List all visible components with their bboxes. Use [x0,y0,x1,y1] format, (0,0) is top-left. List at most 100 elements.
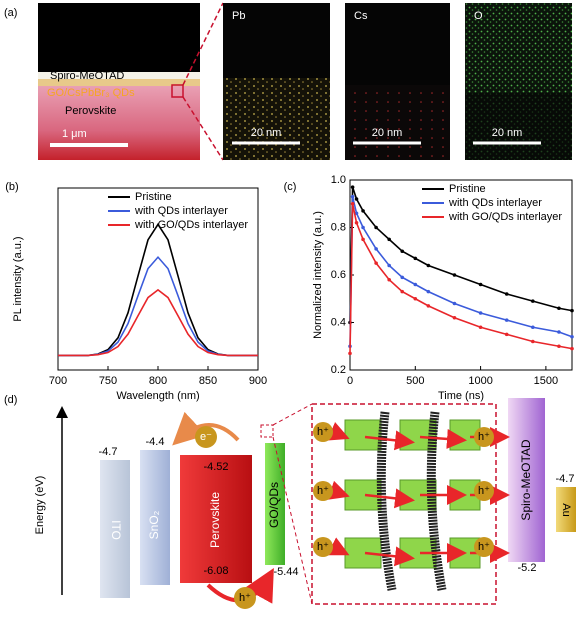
element-label: Pb [232,10,245,22]
data-point [348,351,352,356]
data-point [557,344,561,349]
legend-label: with QDs interlayer [134,205,228,217]
data-point [452,315,457,320]
data-point [354,197,359,201]
series-line [58,255,258,357]
layer-name: Au [560,503,572,516]
scale-bar-label: 20 nm [251,127,282,139]
data-point [557,330,561,334]
y-tick-label: 0.8 [331,221,346,233]
layer-name: ITO [109,520,123,540]
x-tick-label: 1500 [534,375,558,387]
element-label: O [474,10,483,22]
element-label: Cs [354,10,368,22]
layer-name: Spiro-MeOTAD [519,439,533,520]
energy-level: -4.4 [146,436,165,448]
data-point [387,237,391,242]
data-point [478,311,483,315]
data-point [570,334,574,339]
hole-label: h⁺ [478,485,490,497]
data-point [387,277,391,282]
legend-label: with GO/QDs interlayer [448,211,562,223]
layer-name: Perovskite [208,492,222,548]
energy-level: -5.2 [518,562,537,574]
energy-level: -5.44 [273,566,298,578]
data-point [400,275,405,280]
legend-label: Pristine [135,191,172,203]
panel-label: (d) [4,394,17,406]
panel-label: (b) [5,181,18,193]
y-tick-label: 0.6 [331,269,346,281]
data-point [531,325,535,330]
x-tick-label: 850 [199,375,217,387]
data-point [387,263,391,268]
layer-label: GO/CsPbBr₃ QDs [47,87,135,99]
eds-maps [223,3,572,160]
energy-level: -4.7 [556,473,575,485]
data-point [504,332,509,337]
data-point [478,282,483,287]
y-tick-label: 1.0 [331,174,346,186]
scale-bar-label: 1 μm [62,128,87,140]
data-point [452,301,457,306]
data-point [426,289,431,294]
energy-level: -6.08 [203,565,228,577]
data-point [350,185,355,189]
x-tick-label: 1000 [468,375,492,387]
panel-label: (c) [284,181,297,193]
data-point [504,318,509,322]
hole-label: h⁺ [239,592,251,604]
x-tick-label: 0 [347,375,353,387]
y-tick-label: 0.4 [331,316,346,328]
data-point [413,282,418,287]
data-point [400,289,405,294]
data-point [426,304,431,308]
data-point [350,194,355,199]
data-point [361,209,365,213]
scale-bar-label: 20 nm [372,127,403,139]
legend-label: with GO/QDs interlayer [134,219,248,231]
data-point [350,201,355,206]
x-tick-label: 750 [99,375,117,387]
x-tick-label: 700 [49,375,67,387]
data-point [426,263,431,268]
x-axis-title: Time (ns) [438,390,484,402]
hole-label: h⁺ [478,431,490,443]
scale-bar-label: 20 nm [492,127,523,139]
hole-label: h⁺ [478,541,490,553]
data-point [354,220,359,225]
y-axis-title: Normalized intensity (a.u.) [312,211,324,339]
data-point [374,261,378,265]
legend-label: with QDs interlayer [448,197,542,209]
x-axis-title: Wavelength (nm) [116,390,199,402]
layer-label: Spiro-MeOTAD [50,70,124,82]
series-line [349,203,573,354]
data-point [504,292,509,296]
data-point [400,249,405,254]
data-point [374,247,378,251]
layer-name: GO/QDs [267,482,281,528]
layer-name: SnO₂ [147,510,161,539]
y-tick-label: 0.2 [331,364,346,376]
layer-label: Perovskite [65,105,116,117]
data-point [374,225,378,230]
energy-level: -4.7 [99,446,118,458]
data-point [361,225,365,230]
data-point [413,296,418,301]
energy-level: -4.52 [203,461,228,473]
data-point [531,299,535,303]
data-point [354,211,359,216]
panel-label: (a) [4,7,17,19]
x-tick-label: 500 [406,375,424,387]
data-point [478,325,483,330]
hole-label: h⁺ [317,485,329,497]
axis-title: Energy (eV) [34,476,46,535]
sem-image [38,2,224,161]
electron-label: e⁻ [200,431,212,443]
data-point [570,346,574,351]
x-tick-label: 800 [149,375,167,387]
y-axis-title: PL intensity (a.u.) [12,236,24,321]
data-point [452,273,457,277]
data-point [557,306,561,311]
